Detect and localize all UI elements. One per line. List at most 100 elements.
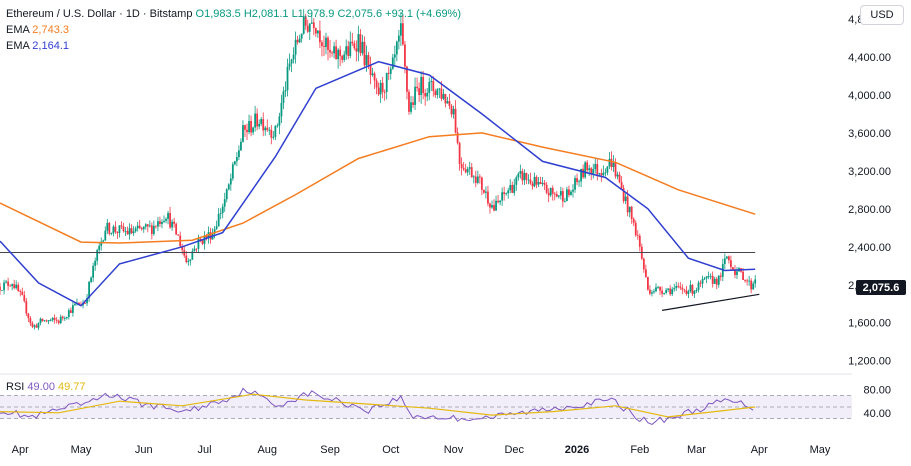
- rsi-ma-value: 49.77: [58, 381, 86, 393]
- candle-body: [428, 82, 431, 93]
- candle-body: [383, 91, 386, 93]
- candle-body: [321, 42, 323, 47]
- candle-body: [509, 185, 512, 191]
- candle-body: [393, 54, 396, 58]
- candle-body: [570, 191, 572, 195]
- x-tick-label: Feb: [630, 444, 649, 456]
- candle-body: [748, 280, 751, 282]
- candle-body: [533, 176, 536, 187]
- candle-body: [359, 34, 362, 54]
- candle-body: [258, 123, 261, 127]
- candle-body: [626, 196, 629, 213]
- candle-body: [736, 271, 738, 275]
- rsi-legend[interactable]: RSI 49.00 49.77: [6, 381, 86, 393]
- candle-body: [276, 125, 279, 127]
- candle-body: [563, 200, 566, 202]
- candle-body: [659, 286, 661, 291]
- candle-body: [150, 225, 153, 234]
- candle-body: [574, 178, 576, 190]
- candle-body: [578, 181, 580, 183]
- candle-body: [375, 80, 378, 88]
- candle-body: [159, 221, 161, 225]
- candle-body: [290, 59, 293, 64]
- candle-body: [185, 255, 188, 263]
- ohlc-open: O1,983.5: [195, 8, 241, 20]
- candle-body: [203, 235, 206, 244]
- candle-body: [456, 132, 459, 143]
- candle-body: [254, 113, 257, 128]
- candle-body: [27, 313, 30, 319]
- candle-body: [248, 121, 250, 133]
- candle-body: [84, 303, 86, 304]
- candle-body: [667, 288, 670, 290]
- candle-body: [683, 289, 686, 291]
- time-axis[interactable]: Apr May Jun Jul Aug Sep Oct Nov Dec 2026 Feb Mar Apr…: [12, 444, 831, 456]
- candle-body: [122, 226, 125, 232]
- candles: [0, 9, 757, 331]
- candle-body: [598, 173, 601, 175]
- candle-body: [725, 256, 728, 259]
- candle-body: [695, 289, 698, 291]
- candle-body: [33, 325, 36, 327]
- candle-body: [572, 189, 574, 192]
- candle-body: [278, 116, 281, 126]
- x-tick-label: Apr: [751, 444, 768, 456]
- candle-body: [663, 292, 665, 294]
- x-tick-label: May: [810, 444, 831, 456]
- candle-body: [515, 177, 518, 185]
- candle-body: [213, 229, 216, 234]
- candle-body: [292, 54, 295, 60]
- y-tick-label: 1,600.00: [848, 318, 891, 330]
- candle-body: [361, 41, 364, 54]
- candle-body: [555, 194, 558, 197]
- candle-body: [215, 226, 218, 230]
- candle-body: [590, 168, 593, 174]
- candle-body: [653, 291, 655, 293]
- candle-body: [557, 195, 560, 197]
- candle-body: [511, 185, 514, 193]
- candle-body: [535, 176, 538, 185]
- candle-body: [551, 187, 554, 194]
- candle-body: [414, 86, 416, 105]
- candle-body: [730, 260, 732, 268]
- candle-body: [169, 213, 171, 228]
- candle-body: [130, 228, 133, 234]
- candle-body: [600, 173, 603, 176]
- candle-body: [418, 88, 421, 96]
- candle-body: [21, 291, 24, 296]
- candle-body: [634, 222, 637, 236]
- candle-body: [655, 287, 657, 292]
- candle-body: [460, 163, 463, 168]
- candle-body: [118, 225, 121, 233]
- candle-body: [365, 55, 368, 66]
- candle-body: [53, 317, 56, 320]
- price-axis[interactable]: 1,200.001,600.002,000.002,400.002,800.00…: [848, 14, 891, 368]
- currency-button[interactable]: USD: [860, 5, 904, 25]
- candle-body: [195, 248, 198, 250]
- candle-body: [630, 206, 633, 219]
- candle-body: [434, 91, 437, 96]
- ema-fast-legend[interactable]: EMA 2,164.1: [6, 38, 461, 54]
- ema-slow-legend[interactable]: EMA 2,743.3: [6, 22, 461, 38]
- symbol-title[interactable]: Ethereum / U.S. Dollar · 1D · Bitstamp: [6, 8, 193, 20]
- candle-body: [280, 102, 283, 117]
- candle-body: [337, 49, 340, 60]
- x-tick-label: Dec: [504, 444, 524, 456]
- candle-body: [701, 279, 704, 284]
- candle-body: [537, 182, 540, 185]
- candle-body: [339, 49, 342, 56]
- candle-body: [616, 174, 619, 177]
- candle-body: [501, 192, 504, 201]
- candle-body: [112, 226, 115, 234]
- candle-body: [264, 127, 267, 131]
- candle-body: [29, 318, 32, 324]
- candle-body: [636, 235, 639, 237]
- ema-fast-value: 2,164.1: [32, 40, 69, 52]
- last-price-tag: 2,075.6: [856, 280, 906, 295]
- candle-body: [114, 226, 117, 232]
- candle-body: [284, 90, 287, 92]
- candle-body: [485, 191, 487, 193]
- candle-body: [197, 238, 200, 249]
- candle-body: [225, 189, 228, 200]
